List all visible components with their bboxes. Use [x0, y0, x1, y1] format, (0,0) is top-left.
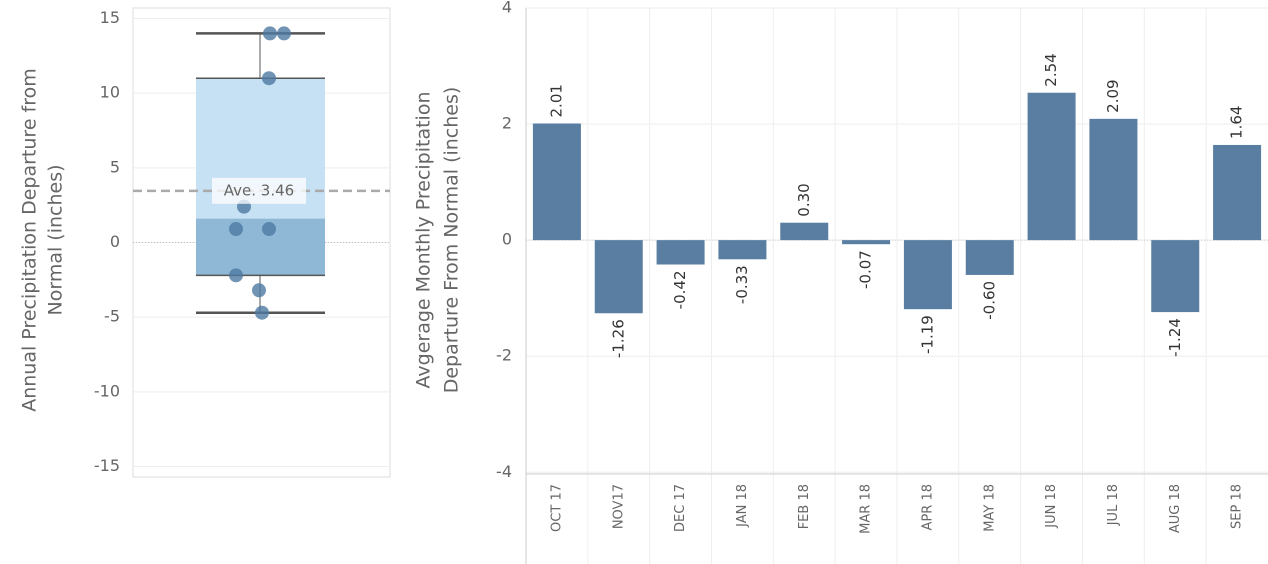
data-point: [229, 222, 243, 237]
bar: [656, 240, 705, 265]
y-tick-label: -10: [94, 381, 120, 400]
data-point: [229, 268, 243, 283]
bar: [903, 240, 952, 310]
y-tick-label: -4: [496, 462, 512, 481]
bar: [718, 240, 767, 260]
y-tick-label: 4: [502, 0, 512, 17]
data-point: [263, 26, 277, 41]
bar: [965, 240, 1014, 275]
x-tick-label: JAN 18: [735, 484, 750, 528]
bar: [1213, 144, 1262, 241]
data-point: [262, 222, 276, 237]
y-tick-label: 5: [110, 157, 120, 176]
data-point: [277, 26, 291, 41]
x-tick-label: DEC 17: [673, 484, 688, 532]
x-tick-label: FEB 18: [797, 484, 812, 529]
bar: [532, 123, 581, 241]
x-tick-label: MAR 18: [859, 484, 874, 534]
y-axis-title: Normal (inches): [45, 164, 67, 315]
x-tick-label: JUL 18: [1106, 484, 1121, 526]
x-tick-label: MAY 18: [982, 484, 997, 532]
y-tick-label: 15: [100, 8, 120, 27]
y-tick-label: 10: [100, 83, 120, 102]
x-tick-label: JUN 18: [1044, 484, 1059, 529]
data-label: -0.33: [733, 265, 751, 304]
data-label: -0.07: [857, 250, 875, 289]
y-tick-label: -2: [496, 346, 512, 365]
x-tick-label: AUG 18: [1168, 484, 1183, 533]
y-tick-label: 2: [502, 114, 512, 133]
average-label: Ave. 3.46: [224, 181, 294, 199]
bar: [1089, 118, 1138, 241]
data-point: [252, 283, 266, 298]
bar: [594, 240, 643, 314]
x-tick-label: APR 18: [920, 484, 935, 530]
data-label: 2.09: [1104, 79, 1122, 112]
x-tick-label: NOV17: [611, 484, 626, 529]
y-tick-label: 0: [110, 232, 120, 251]
bar: [1027, 92, 1076, 241]
box-lower: [196, 218, 325, 276]
data-label: -0.42: [671, 271, 689, 310]
y-tick-label: 0: [502, 230, 512, 249]
y-axis-title: Avgerage Monthly Precipitation: [413, 92, 435, 389]
x-tick-label: OCT 17: [549, 484, 564, 532]
data-point: [255, 305, 269, 320]
bar: [1151, 240, 1200, 313]
x-tick-label: SEP 18: [1230, 484, 1245, 529]
data-label: 0.30: [795, 183, 813, 216]
data-label: 1.64: [1228, 106, 1246, 139]
y-tick-label: -5: [104, 307, 120, 326]
bar: [842, 240, 891, 245]
data-label: -0.60: [980, 281, 998, 320]
data-label: -1.26: [609, 319, 627, 358]
data-label: 2.01: [547, 84, 565, 117]
y-axis-title: Departure From Normal (inches): [441, 87, 463, 394]
average-label-bg: [212, 177, 306, 204]
y-axis-title: Annual Precipitation Departure from: [19, 68, 41, 412]
data-label: 2.54: [1042, 53, 1060, 86]
y-tick-label: -15: [94, 456, 120, 475]
bar: [780, 222, 829, 241]
data-label: -1.19: [918, 315, 936, 354]
data-point: [262, 71, 276, 86]
data-label: -1.24: [1166, 318, 1184, 357]
